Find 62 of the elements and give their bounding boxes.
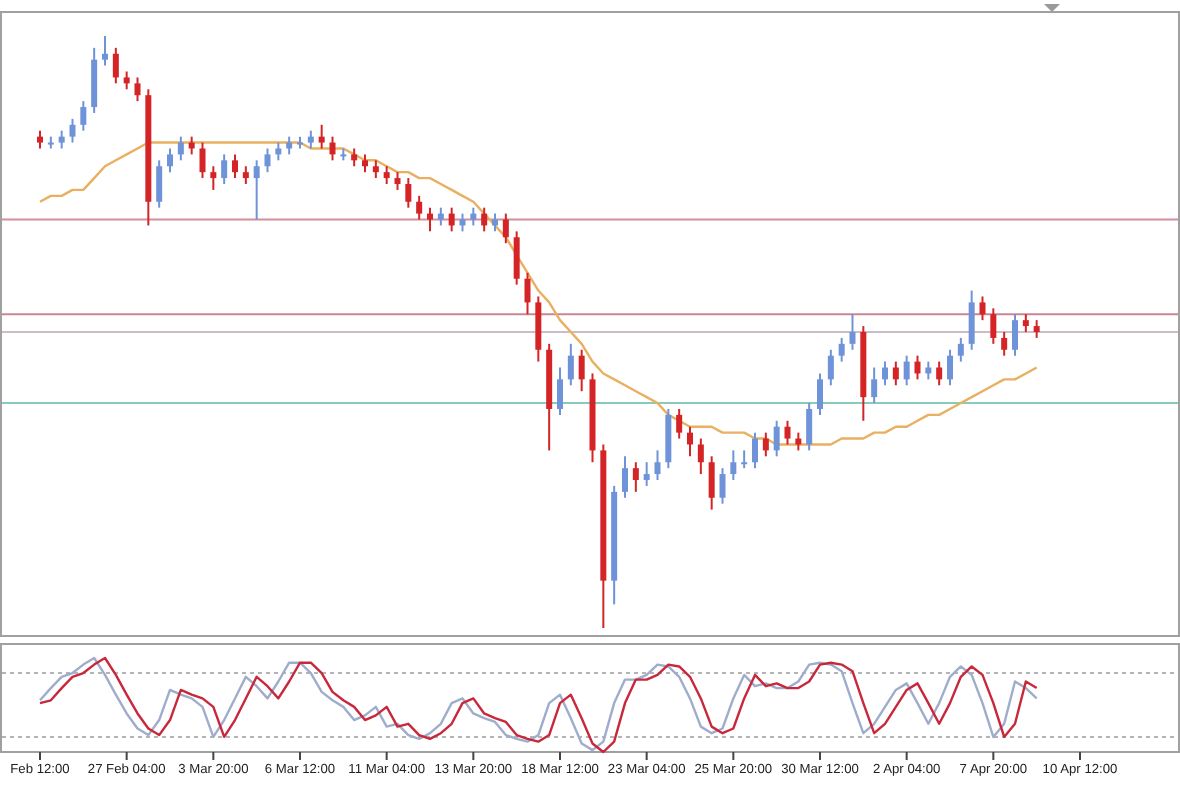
- candlestick: [221, 153, 228, 185]
- candlestick: [762, 431, 769, 458]
- candlestick: [654, 449, 661, 481]
- candlestick: [968, 289, 975, 351]
- candlestick: [643, 461, 650, 487]
- candlestick: [817, 372, 823, 416]
- candlestick: [264, 147, 271, 174]
- candlestick: [557, 366, 563, 416]
- candlestick: [112, 46, 119, 85]
- candlestick: [773, 419, 780, 458]
- candlestick: [69, 117, 76, 144]
- candlestick: [177, 135, 184, 162]
- candlestick: [979, 295, 986, 322]
- candlestick: [697, 437, 704, 476]
- candlestick: [871, 366, 878, 405]
- candlestick: [708, 455, 715, 511]
- candlestick: [405, 177, 412, 209]
- candlestick: [665, 407, 672, 470]
- candlestick: [427, 206, 433, 233]
- candlestick: [253, 159, 260, 221]
- candlestick: [232, 153, 238, 180]
- candlestick: [210, 165, 217, 191]
- candlestick: [676, 407, 683, 440]
- candlestick: [448, 206, 455, 233]
- candlestick: [134, 76, 141, 103]
- candlestick: [199, 141, 206, 180]
- candlestick: [947, 348, 953, 387]
- candlestick: [535, 295, 542, 363]
- candlestick: [806, 402, 813, 452]
- candlestick: [318, 123, 325, 150]
- candlestick: [903, 354, 910, 387]
- candlestick: [167, 147, 173, 174]
- candlestick: [914, 354, 921, 381]
- candlestick: [1001, 331, 1008, 357]
- candlestick: [502, 212, 509, 245]
- candlestick: [416, 194, 423, 221]
- candlestick: [632, 461, 639, 493]
- candlestick: [513, 230, 520, 286]
- candlestick: [687, 425, 693, 458]
- candlestick: [622, 455, 628, 499]
- candlestick: [91, 46, 98, 114]
- candlestick: [329, 135, 336, 162]
- candlestick: [882, 360, 888, 387]
- candlestick: [784, 419, 791, 446]
- candlestick: [1012, 313, 1018, 357]
- candlestick: [481, 206, 488, 233]
- candlestick: [990, 307, 997, 345]
- candlestick: [524, 271, 531, 316]
- candlestick: [752, 431, 758, 470]
- candlestick: [936, 360, 943, 387]
- candlestick: [156, 159, 163, 209]
- candlestick: [719, 467, 726, 505]
- candlestick: [892, 360, 899, 387]
- candlestick: [957, 336, 964, 363]
- candlestick: [567, 342, 574, 387]
- candlestick: [578, 348, 585, 393]
- candlestick: [838, 336, 845, 363]
- candlestick: [102, 35, 108, 67]
- candlestick: [80, 100, 87, 132]
- candlestick: [730, 449, 737, 481]
- candlestick: [827, 348, 834, 387]
- candlestick: [849, 313, 856, 351]
